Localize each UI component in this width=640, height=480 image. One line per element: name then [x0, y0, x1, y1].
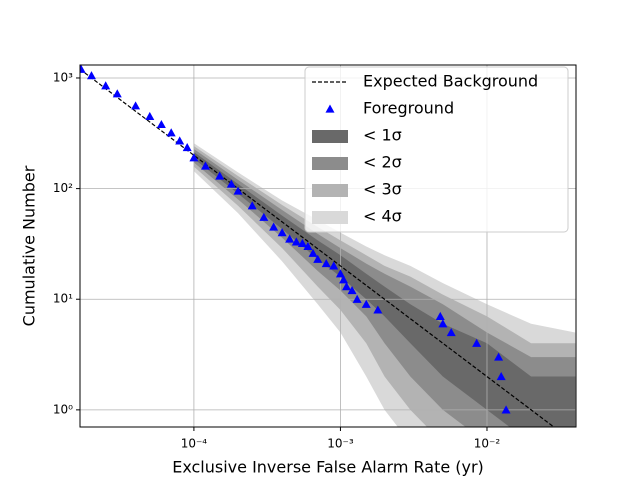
x-tick-label: 10⁻² — [474, 437, 501, 451]
legend-patch — [312, 211, 348, 224]
foreground-point — [347, 285, 357, 295]
y-axis-label: Cumulative Number — [20, 165, 39, 326]
foreground-point — [496, 372, 506, 381]
legend-label: < 2σ — [363, 153, 402, 172]
legend-label: < 4σ — [363, 207, 402, 226]
foreground-point — [201, 161, 211, 170]
foreground-point — [339, 275, 349, 284]
legend: Expected Background Foreground < 1σ < 2σ < 3… — [304, 66, 569, 233]
x-tick-label: 10⁻⁴ — [181, 437, 208, 451]
foreground-point — [145, 111, 155, 120]
legend-label: < 3σ — [363, 180, 402, 199]
foreground-point — [285, 234, 295, 243]
foreground-point — [352, 294, 362, 303]
legend-patch — [312, 184, 348, 197]
foreground-point — [226, 179, 236, 188]
foreground-point — [313, 254, 323, 263]
sigma-band — [193, 152, 576, 427]
axes-frame — [79, 64, 577, 428]
foreground-point — [361, 299, 371, 308]
foreground-point — [373, 305, 383, 314]
foreground-point — [472, 338, 482, 347]
legend-label: Expected Background — [363, 72, 538, 91]
foreground-point — [182, 143, 192, 152]
foreground-point — [175, 136, 185, 145]
legend-marker — [325, 104, 335, 113]
x-tick-label: 10⁻³ — [327, 437, 354, 451]
foreground-point — [131, 101, 141, 110]
y-tick-label: 10⁰ — [53, 402, 73, 416]
foreground-point — [189, 153, 199, 162]
legend-label: < 1σ — [363, 126, 402, 145]
foreground-point — [329, 261, 339, 270]
y-tick-label: 10³ — [53, 70, 73, 84]
foreground-point — [269, 222, 279, 231]
foreground-point — [80, 65, 86, 73]
legend-label: Foreground — [363, 99, 454, 118]
foreground-point — [259, 212, 269, 221]
foreground-point — [321, 259, 331, 268]
foreground-point — [291, 237, 301, 246]
foreground-point — [297, 238, 307, 247]
foreground-point — [501, 405, 511, 414]
legend-patch — [312, 130, 348, 143]
foreground-point — [86, 71, 96, 80]
legend-box — [304, 66, 569, 233]
legend-patch — [312, 157, 348, 170]
foreground-point — [308, 248, 318, 257]
foreground-point — [435, 311, 445, 320]
foreground-point — [446, 328, 456, 337]
y-tick-label: 10¹ — [53, 292, 73, 306]
foreground-point — [166, 128, 176, 137]
foreground-point — [303, 241, 313, 251]
foreground-point — [101, 81, 111, 90]
foreground-point — [494, 352, 504, 361]
foreground-point — [438, 319, 448, 328]
foreground-point — [335, 269, 345, 278]
x-axis-label: Exclusive Inverse False Alarm Rate (yr) — [172, 458, 484, 477]
foreground-point — [112, 89, 122, 98]
background-line — [80, 68, 555, 427]
foreground-point — [277, 228, 287, 237]
foreground-point — [247, 201, 257, 210]
foreground-point — [215, 171, 225, 180]
foreground-point — [342, 282, 352, 291]
foreground-point — [156, 119, 166, 129]
foreground-point — [233, 186, 243, 195]
y-tick-label: 10² — [53, 181, 73, 195]
